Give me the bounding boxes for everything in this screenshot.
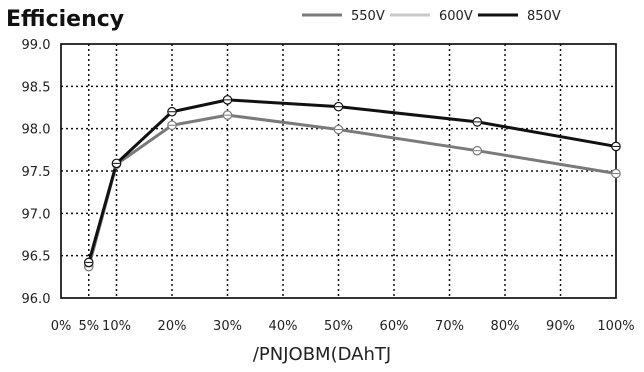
y-tick-label: 97.5 (22, 165, 51, 180)
data-point-550v (611, 168, 621, 179)
x-tick-label: 60% (380, 319, 409, 334)
x-tick-label: 50% (324, 319, 353, 334)
data-point-850v (167, 106, 177, 117)
x-tick-label: 0% (51, 319, 72, 334)
grid (61, 44, 616, 298)
legend: 550V 600V 850V (302, 9, 561, 24)
data-point-550v (167, 120, 177, 131)
data-point-850v (111, 158, 122, 169)
legend-label: 600V (439, 9, 473, 24)
y-tick-label: 97.0 (22, 207, 51, 222)
legend-item-600v: 600V (390, 9, 473, 24)
y-tick-label: 99.0 (22, 38, 51, 53)
y-tick-label: 96.5 (22, 250, 51, 265)
y-tick-label: 98.5 (22, 80, 51, 95)
x-tick-label: 40% (269, 319, 298, 334)
y-tick-label: 96.0 (22, 292, 51, 307)
x-tick-label: 80% (491, 319, 520, 334)
data-point-550v (333, 124, 344, 135)
legend-label: 550V (351, 9, 385, 24)
axes: 99.0 98.5 98.0 97.5 97.0 96.5 96.00% 5% 10% 20% 30… (22, 38, 635, 334)
data-point-850v (472, 117, 483, 127)
x-tick-label: 30% (213, 319, 242, 334)
x-tick-label: 100% (597, 319, 634, 334)
data-point-850v (333, 101, 344, 112)
marker-layer (83, 95, 621, 272)
series-line-550v (87, 113, 618, 269)
x-tick-label: 5% (78, 319, 99, 334)
y-tick-label: 98.0 (22, 123, 51, 138)
x-axis-label: /PNJOBM(DAhTJ (253, 344, 391, 365)
data-point-550v (222, 110, 233, 120)
data-point-850v (83, 257, 94, 268)
data-point-550v (472, 145, 483, 156)
legend-label: 850V (527, 9, 561, 24)
x-tick-label: 70% (435, 319, 464, 334)
x-tick-label: 20% (158, 319, 187, 334)
data-point-850v (222, 95, 233, 105)
data-point-850v (611, 141, 621, 152)
legend-item-550v: 550V (302, 9, 385, 24)
chart-title: Efficiency (6, 7, 124, 32)
legend-item-850v: 850V (478, 9, 561, 24)
x-tick-label: 10% (102, 319, 131, 334)
x-tick-label: 90% (546, 319, 575, 334)
